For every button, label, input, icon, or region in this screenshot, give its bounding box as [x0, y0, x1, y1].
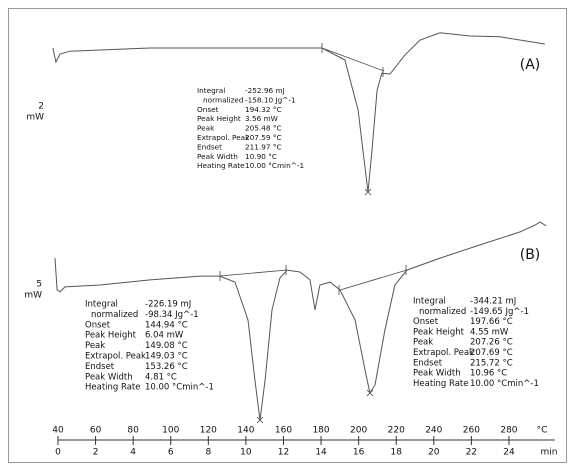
annotation-value: 211.97 °C: [245, 142, 282, 151]
x2-tick-label: 10: [240, 448, 252, 458]
x-tick-label: 140: [237, 426, 254, 436]
annotation-value: 10.00 °Cmin^-1: [145, 383, 214, 393]
x2-tick-label: 22: [466, 448, 477, 458]
annotation-label: Extrapol. Peak: [413, 348, 474, 358]
x-tick-label: 260: [463, 426, 480, 436]
scale-value: 2: [38, 102, 44, 112]
x-tick-label: 240: [425, 426, 442, 436]
annotation-label: normalized: [203, 95, 244, 104]
annotation-label: Peak Width: [413, 369, 461, 379]
annotation-label: Endset: [85, 362, 115, 372]
x2-tick-label: 18: [390, 448, 402, 458]
x2-unit: min: [541, 448, 558, 458]
x2-tick-label: 16: [353, 448, 365, 458]
baseline: [321, 47, 385, 72]
baseline: [219, 269, 288, 277]
annotation-value: 10.00 °Cmin^-1: [245, 161, 304, 170]
annotation-label: Heating Rate: [85, 383, 141, 393]
curve-label: (B): [520, 247, 541, 263]
annotation-label: Onset: [413, 317, 439, 327]
annotation-label: Peak Height: [85, 331, 137, 341]
x2-tick-label: 14: [315, 448, 327, 458]
annotation-label: Peak: [197, 124, 215, 133]
annotation-value: 205.48 °C: [245, 124, 282, 133]
curve: [52, 32, 546, 193]
annotation-label: Peak: [413, 338, 433, 348]
annotation-value: 4.55 mW: [470, 327, 509, 337]
scale-value: 5: [36, 280, 42, 290]
annotation-value: -226.19 mJ: [145, 300, 191, 310]
annotation-value: 3.56 mW: [245, 114, 278, 123]
annotation-value: 197.66 °C: [470, 317, 513, 327]
curve-label: (A): [520, 57, 541, 73]
annotation-label: Onset: [197, 105, 219, 114]
annotation-value: 10.96 °C: [470, 369, 507, 379]
x-tick-label: 40: [52, 426, 64, 436]
annotation-value: -158.10 Jg^-1: [245, 95, 296, 104]
x2-tick-label: 8: [205, 448, 211, 458]
annotation-value: 149.03 °C: [145, 352, 188, 362]
x2-tick-label: 2: [93, 448, 99, 458]
annotation-value: 144.94 °C: [145, 320, 188, 330]
x-tick-label: 200: [350, 426, 367, 436]
annotation-value: 207.59 °C: [245, 133, 282, 142]
x-tick-label: 80: [127, 426, 139, 436]
annotation-value: 194.32 °C: [245, 105, 282, 114]
annotation-label: Heating Rate: [197, 161, 245, 170]
x-tick-label: 100: [162, 426, 179, 436]
annotation-value: 10.00 °Cmin^-1: [470, 379, 539, 389]
annotation-label: Peak: [85, 341, 105, 351]
x-tick-label: 180: [312, 426, 329, 436]
annotation-value: 207.26 °C: [470, 338, 513, 348]
annotation-label: Extrapol. Peak: [197, 133, 250, 142]
annotation-label: normalized: [419, 307, 466, 317]
annotation-label: Peak Height: [413, 327, 465, 337]
x-unit: °C: [537, 426, 548, 436]
scale-unit: mW: [24, 291, 42, 301]
x-tick-label: 120: [200, 426, 217, 436]
annotation-label: Peak Width: [85, 372, 133, 382]
x2-tick-label: 12: [278, 448, 289, 458]
annotation-label: Peak Width: [197, 152, 238, 161]
annotation-value: 149.08 °C: [145, 341, 188, 351]
annotation-label: Peak Height: [197, 114, 241, 123]
annotation-label: Integral: [85, 300, 118, 310]
annotation-value: 6.04 mW: [145, 331, 184, 341]
annotation-value: -149.65 Jg^-1: [470, 307, 529, 317]
x2-tick-label: 0: [55, 448, 61, 458]
x2-tick-label: 4: [130, 448, 136, 458]
annotation-value: 215.72 °C: [470, 358, 513, 368]
annotation-label: Heating Rate: [413, 379, 469, 389]
x-tick-label: 280: [500, 426, 517, 436]
x-tick-label: 60: [90, 426, 102, 436]
curve: [54, 221, 547, 421]
x2-tick-label: 6: [168, 448, 174, 458]
annotation-label: Integral: [413, 297, 446, 307]
annotation-value: 4.81 °C: [145, 372, 177, 382]
annotation-value: 10.90 °C: [245, 152, 277, 161]
annotation-value: 207.69 °C: [470, 348, 513, 358]
scale-unit: mW: [26, 113, 44, 123]
annotation-value: -252.96 mJ: [245, 86, 285, 95]
annotation-label: Endset: [197, 142, 222, 151]
annotation-value: -344.21 mJ: [470, 297, 516, 307]
annotation-label: Integral: [197, 86, 225, 95]
annotation-value: 153.26 °C: [145, 362, 188, 372]
annotation-label: normalized: [91, 310, 138, 320]
annotation-label: Extrapol. Peak: [85, 352, 146, 362]
x-tick-label: 160: [275, 426, 292, 436]
annotation-label: Onset: [85, 320, 111, 330]
frame: [8, 8, 567, 463]
x2-tick-label: 24: [503, 448, 515, 458]
x2-tick-label: 20: [428, 448, 440, 458]
annotation-value: -98.34 Jg^-1: [145, 310, 199, 320]
annotation-label: Endset: [413, 358, 443, 368]
x-tick-label: 220: [388, 426, 405, 436]
baseline: [339, 269, 408, 291]
